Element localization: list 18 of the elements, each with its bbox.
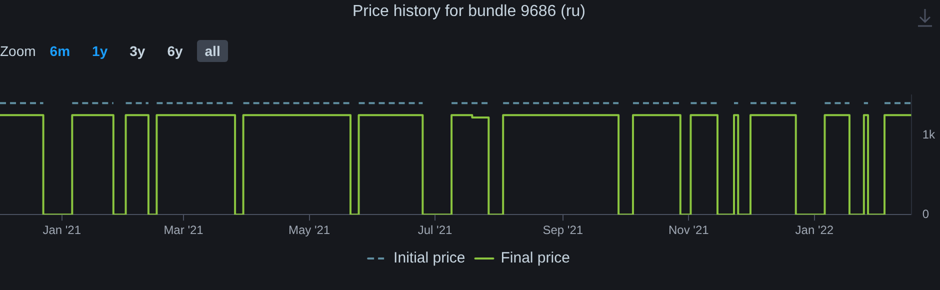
- x-tick-label: Jan '22: [795, 223, 834, 238]
- legend-label: Initial price: [394, 250, 466, 267]
- x-tick-label: Jan '21: [42, 223, 82, 238]
- text: 6m: [48, 42, 72, 61]
- text: all: [196, 40, 228, 62]
- text: 1y: [91, 42, 109, 61]
- x-tick-label: Sep '21: [542, 223, 584, 238]
- x-tick-label: Mar '21: [164, 223, 204, 238]
- legend-label: Final price: [500, 250, 570, 267]
- x-tick-label: May '21: [288, 223, 330, 238]
- y-tick-label: 0: [922, 206, 930, 221]
- text: 6y: [166, 42, 184, 61]
- x-tick-label: Jul '21: [418, 223, 453, 238]
- y-tick-label: 1k: [922, 127, 936, 142]
- text: 3y: [128, 42, 146, 61]
- x-tick-label: Nov '21: [668, 223, 710, 238]
- chart-title: Price history for bundle 9686 (ru): [352, 3, 586, 20]
- text: Zoom: [0, 43, 36, 59]
